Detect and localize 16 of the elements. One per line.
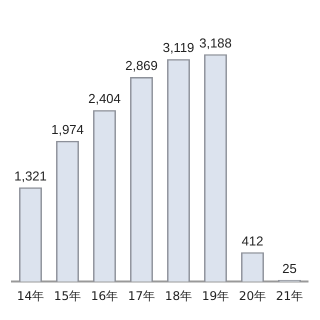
data-label: 2,404: [88, 91, 121, 106]
data-label: 1,321: [14, 168, 47, 184]
x-tick-label: 18年: [164, 288, 192, 303]
x-tick-label: 17年: [128, 288, 156, 303]
x-tick-label: 16年: [90, 288, 118, 303]
x-tick-label: 21年: [276, 288, 304, 303]
data-label: 412: [242, 233, 264, 248]
data-label: 2,869: [125, 58, 158, 74]
data-label: 1,974: [51, 122, 84, 137]
data-label: 3,119: [162, 40, 194, 56]
data-label: 3,188: [199, 35, 232, 50]
x-tick-label: 14年: [16, 288, 44, 303]
x-tick-label: 15年: [54, 288, 82, 303]
x-tick-label: 20年: [238, 288, 266, 303]
x-tick-label: 19年: [202, 288, 230, 303]
data-label: 25: [282, 260, 297, 276]
